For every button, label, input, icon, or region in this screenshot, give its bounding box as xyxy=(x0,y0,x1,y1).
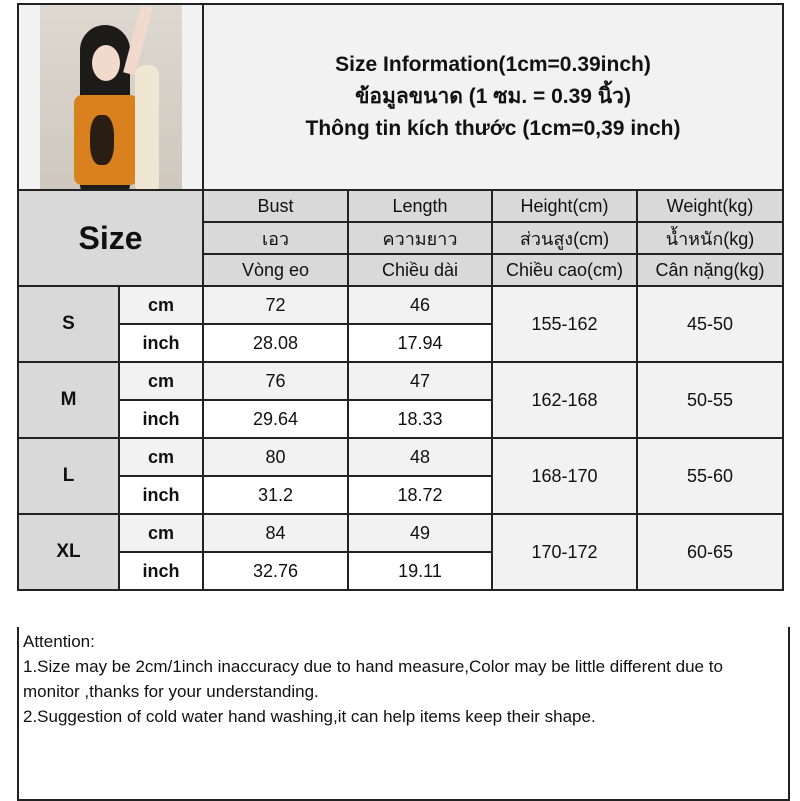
bust-cm: 76 xyxy=(202,361,349,401)
height-range: 162-168 xyxy=(491,361,638,439)
col-header-height-vi: Chiều cao(cm) xyxy=(491,253,638,287)
bust-cm: 80 xyxy=(202,437,349,477)
size-info-title: Size Information(1cm=0.39inch) ข้อมูลขนา… xyxy=(201,3,785,191)
unit-label-inch: inch xyxy=(118,323,204,363)
length-cm: 49 xyxy=(347,513,493,553)
length-inch: 18.72 xyxy=(347,475,493,515)
height-range: 155-162 xyxy=(491,285,638,363)
length-inch: 19.11 xyxy=(347,551,493,591)
table-row: inch 29.64 18.33 xyxy=(18,399,783,439)
col-header-bust: Bust xyxy=(202,189,349,223)
height-range: 168-170 xyxy=(491,437,638,515)
title-thai: ข้อมูลขนาด (1 ซม. = 0.39 นิ้ว) xyxy=(355,85,631,108)
col-header-height: Height(cm) xyxy=(491,189,638,223)
weight-range: 50-55 xyxy=(635,361,785,439)
unit-label-inch: inch xyxy=(118,399,204,439)
note-2: 2.Suggestion of cold water hand washing,… xyxy=(23,707,596,726)
length-inch: 17.94 xyxy=(347,323,493,363)
length-cm: 46 xyxy=(347,285,493,325)
col-header-bust-th: เอว xyxy=(202,221,349,255)
weight-range: 45-50 xyxy=(635,285,785,363)
col-header-weight-th: น้ำหนัก(kg) xyxy=(635,221,785,255)
table-row: inch 32.76 19.11 xyxy=(18,551,783,591)
length-inch: 18.33 xyxy=(347,399,493,439)
height-range: 170-172 xyxy=(491,513,638,591)
weight-range: 55-60 xyxy=(635,437,785,515)
note-1: 1.Size may be 2cm/1inch inaccuracy due t… xyxy=(23,657,723,701)
title-vietnamese: Thông tin kích thước (1cm=0,39 inch) xyxy=(305,117,681,140)
product-photo xyxy=(39,5,182,189)
table-row: XL cm 84 49 170-172 60-65 xyxy=(17,513,785,591)
size-label: L xyxy=(17,437,120,515)
unit-label-inch: inch xyxy=(118,475,204,515)
attention-notes: Attention: 1.Size may be 2cm/1inch inacc… xyxy=(17,627,790,801)
col-header-bust-vi: Vòng eo xyxy=(202,253,349,287)
length-cm: 48 xyxy=(347,437,493,477)
product-photo-cell xyxy=(17,3,204,191)
notes-heading: Attention: xyxy=(23,632,95,651)
size-chart-table: Size Information(1cm=0.39inch) ข้อมูลขนา… xyxy=(17,3,785,591)
unit-label-cm: cm xyxy=(118,361,204,401)
title-english: Size Information(1cm=0.39inch) xyxy=(335,53,651,76)
bust-cm: 84 xyxy=(202,513,349,553)
size-label: M xyxy=(17,361,120,439)
unit-label-cm: cm xyxy=(118,437,204,477)
col-header-length-vi: Chiều dài xyxy=(347,253,493,287)
unit-label-cm: cm xyxy=(118,285,204,325)
size-header: Size xyxy=(17,189,204,287)
bust-inch: 28.08 xyxy=(202,323,349,363)
col-header-weight: Weight(kg) xyxy=(635,189,785,223)
table-row: inch 28.08 17.94 xyxy=(18,323,783,363)
weight-range: 60-65 xyxy=(635,513,785,591)
unit-label-cm: cm xyxy=(118,513,204,553)
bust-inch: 31.2 xyxy=(202,475,349,515)
bust-cm: 72 xyxy=(202,285,349,325)
col-header-height-th: ส่วนสูง(cm) xyxy=(491,221,638,255)
bust-inch: 29.64 xyxy=(202,399,349,439)
col-header-length: Length xyxy=(347,189,493,223)
col-header-weight-vi: Cân nặng(kg) xyxy=(635,253,785,287)
size-label: S xyxy=(17,285,120,363)
col-header-length-th: ความยาว xyxy=(347,221,493,255)
bust-inch: 32.76 xyxy=(202,551,349,591)
table-row: inch 31.2 18.72 xyxy=(18,475,783,515)
unit-label-inch: inch xyxy=(118,551,204,591)
size-label: XL xyxy=(17,513,120,591)
length-cm: 47 xyxy=(347,361,493,401)
